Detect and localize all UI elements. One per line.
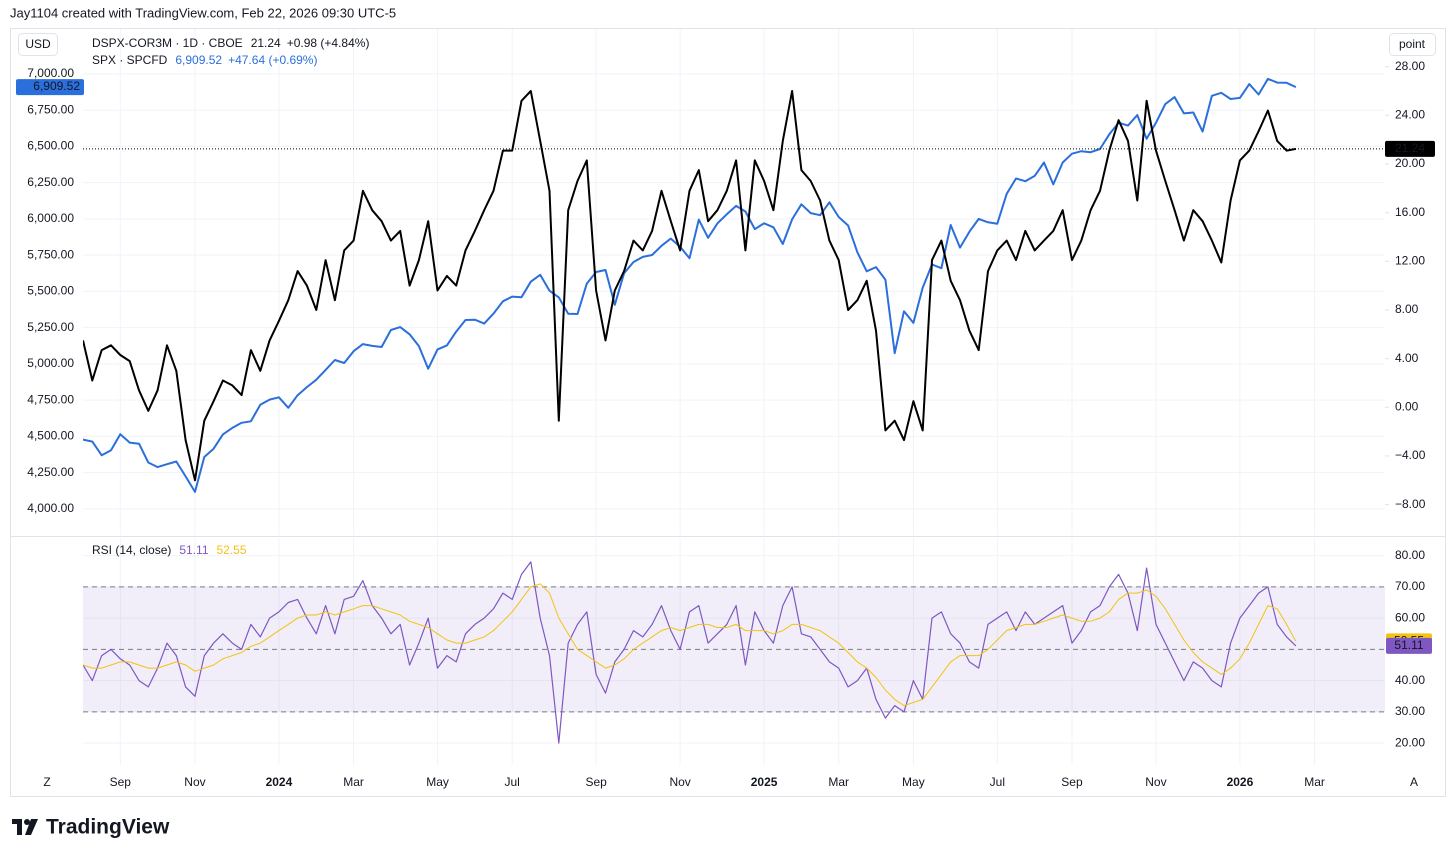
y2-tick-label: 20.00 [1395,156,1425,170]
price-tag [16,79,84,96]
x-tick-label: 2024 [266,775,293,789]
y-tick-label: 5,500.00 [27,284,74,298]
series-line [83,583,1297,707]
header: Jay1104 created with TradingView.com, Fe… [10,5,396,20]
y2-tick-label: 28.00 [1395,59,1425,73]
rsi-tick-label: 60.00 [1395,610,1425,624]
legend-value: 6,909.52 [175,53,222,67]
x-tick-label: Nov [669,775,690,789]
rsi-legend-value: 51.11 [179,543,208,557]
x-tick-label: 2026 [1227,775,1254,789]
y2-tick-label: −8.00 [1395,497,1426,511]
x-tick-label: May [426,775,449,789]
x-tick-label: Mar [1304,775,1325,789]
y2-tick-label: 4.00 [1395,351,1419,365]
series-line [83,561,1297,744]
brand: TradingView [46,816,170,839]
y-tick-label: 4,000.00 [27,501,74,515]
x-tick-label: Sep [110,775,132,789]
x-tick-label: Mar [828,775,849,789]
y-tick-label: 7,000.00 [27,66,74,80]
y-unit[interactable]: USD [25,37,51,51]
rsi-tick-label: 30.00 [1395,704,1425,718]
x-tick-label: Mar [343,775,364,789]
rsi-tag-label: 51.11 [1394,638,1423,652]
rsi-tick-label: 70.00 [1395,579,1425,593]
rsi-tick-label: 40.00 [1395,673,1425,687]
y2-tick-label: 12.00 [1395,253,1425,267]
y2-tick-label: 8.00 [1395,302,1419,316]
legend-change: +0.98 (+4.84%) [287,36,370,50]
rsi-legend: RSI (14, close) 51.11 52.55 [92,543,247,557]
y-tick-label: 6,000.00 [27,211,74,225]
legend-entry: DSPX-COR3M · 1D · CBOE 21.24 +0.98 (+4.84%… [92,36,369,50]
x-tick-label: Jul [990,775,1005,789]
y-tick-label: 4,750.00 [27,392,74,406]
legend-name: SPX · SPCFD [92,53,168,67]
axis-button[interactable]: Z [43,775,50,789]
unit-button[interactable] [1389,33,1436,56]
rsi-tick-label: 20.00 [1395,735,1425,749]
y2-tick-label: −4.00 [1395,448,1426,462]
x-tick-label: May [902,775,925,789]
y-tick-label: 6,250.00 [27,175,74,189]
y-tick-label: 5,000.00 [27,356,74,370]
x-tick-label: Jul [505,775,520,789]
y-tick-label: 6,750.00 [27,102,74,116]
unit-button[interactable] [18,33,58,56]
legend-value: 21.24 [251,36,281,50]
y-tick-label: 4,250.00 [27,465,74,479]
rsi-tick-label: 80.00 [1395,548,1425,562]
price-tag-label: 6,909.52 [33,79,80,93]
logo [12,819,38,835]
price-tag [1385,140,1435,157]
x-tick-label: Sep [585,775,607,789]
y-tick-label: 6,500.00 [27,139,74,153]
rsi-title: RSI (14, close) [92,543,171,557]
rsi-tag [1386,637,1432,654]
x-tick-label: 2025 [751,775,778,789]
series-line [83,90,1297,482]
legend-name: DSPX-COR3M · 1D · CBOE [92,36,243,50]
x-tick-label: Nov [1145,775,1166,789]
price-tag-label: 21.24 [1395,141,1425,155]
y2-tick-label: 0.00 [1395,399,1419,413]
series-line [83,77,1297,493]
axis-button[interactable]: A [1410,775,1418,789]
y2-unit[interactable]: point [1399,37,1426,51]
x-tick-label: Nov [184,775,205,789]
rsi-legend-value: 52.55 [217,543,247,557]
chart-frame [10,28,1446,797]
y2-tick-label: 24.00 [1395,108,1425,122]
y-tick-label: 4,500.00 [27,429,74,443]
x-tick-label: Sep [1061,775,1083,789]
y-tick-label: 5,750.00 [27,247,74,261]
legend-entry: SPX · SPCFD 6,909.52 +47.64 (+0.69%) [92,53,317,67]
y2-tick-label: 16.00 [1395,205,1425,219]
legend-change: +47.64 (+0.69%) [228,53,317,67]
y-tick-label: 5,250.00 [27,320,74,334]
